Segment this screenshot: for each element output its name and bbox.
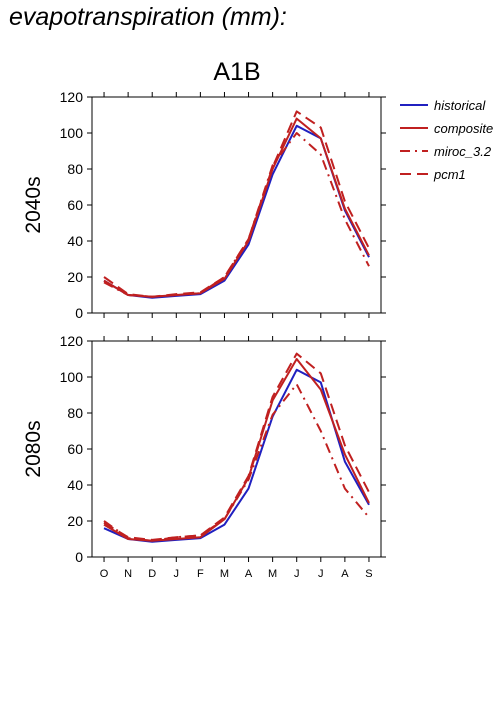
page-title: evapotranspiration (mm): [9, 3, 287, 31]
x-tick-label: J [294, 568, 300, 580]
y-tick-label: 60 [67, 197, 83, 213]
y-tick-label: 80 [67, 405, 83, 421]
y-tick-label: 120 [60, 333, 84, 349]
panel-frame [91, 340, 382, 558]
legend-label-historical: historical [434, 98, 486, 113]
y-tick-label: 100 [60, 125, 84, 141]
y-tick-label: 0 [75, 305, 83, 321]
x-tick-label: A [245, 568, 253, 580]
panel-frame [91, 96, 382, 314]
y-tick-label: 100 [60, 369, 84, 385]
y-tick-label: 60 [67, 441, 83, 457]
legend-label-composite: composite [434, 121, 493, 136]
y-tick-label: 80 [67, 161, 83, 177]
y-tick-label: 40 [67, 477, 83, 493]
x-tick-label: M [220, 568, 229, 580]
y-tick-label: 0 [75, 549, 83, 565]
legend-label-miroc_3.2: miroc_3.2 [434, 144, 492, 159]
panel-label: 2080s [22, 420, 45, 477]
y-tick-label: 120 [60, 89, 84, 105]
series-line-composite [103, 117, 370, 298]
series-line-pcm1 [103, 110, 370, 298]
series-line-pcm1 [103, 352, 370, 541]
series-line-miroc_3.2 [103, 383, 370, 542]
series-line-miroc_3.2 [103, 132, 370, 298]
y-tick-label: 20 [67, 513, 83, 529]
scenario-title: A1B [213, 58, 260, 86]
y-tick-label: 40 [67, 233, 83, 249]
x-tick-label: N [124, 568, 132, 580]
x-tick-label: A [341, 568, 349, 580]
legend-label-pcm1: pcm1 [433, 167, 466, 182]
x-tick-label: F [197, 568, 204, 580]
x-tick-label: D [148, 568, 156, 580]
x-tick-label: M [268, 568, 277, 580]
x-tick-label: O [100, 568, 109, 580]
x-tick-label: J [318, 568, 324, 580]
panel-label: 2040s [22, 176, 45, 233]
x-tick-label: J [174, 568, 180, 580]
y-tick-label: 20 [67, 269, 83, 285]
x-tick-label: S [365, 568, 372, 580]
